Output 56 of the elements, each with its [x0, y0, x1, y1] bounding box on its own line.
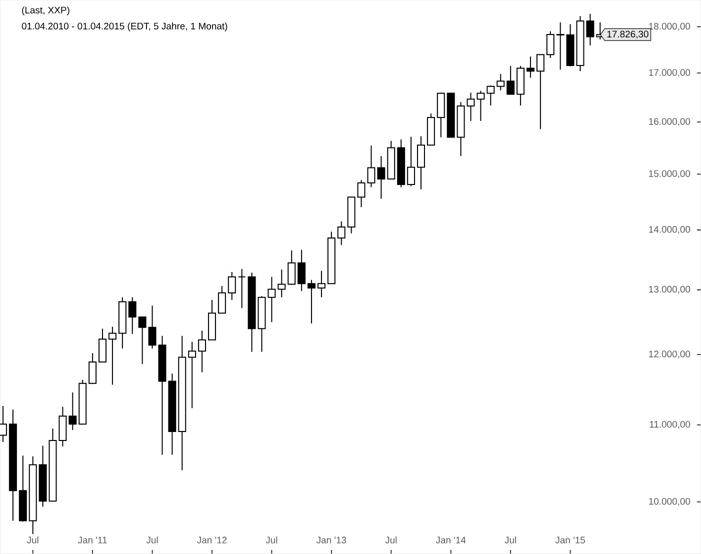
y-tick-label: 15.000,00 [649, 170, 690, 178]
candlestick [228, 271, 236, 300]
y-tick-label: 18.000,00 [649, 22, 690, 31]
x-tick-label: Jul [504, 536, 516, 544]
annotation: 17.826,30 [607, 30, 648, 39]
candlestick [278, 269, 286, 298]
y-tick-label: 12.000,00 [649, 350, 690, 358]
candlestick [407, 136, 416, 187]
x-tick-label: Jan '12 [197, 536, 227, 544]
candlestick [128, 296, 136, 334]
x-tick-label: Jan '14 [436, 536, 466, 544]
candlestick [367, 145, 376, 188]
candlestick [417, 136, 425, 190]
candlestick [357, 180, 366, 208]
candlestick [377, 156, 386, 200]
candlestick [308, 279, 316, 324]
text: 01.04.2010 - 01.04.2015 (EDT, 5 Jahre, 1 Monat) [22, 22, 228, 32]
candlestick [98, 328, 106, 362]
y-tick-label: 13.000,00 [649, 286, 690, 294]
candlestick [337, 220, 346, 246]
candlestick [108, 326, 116, 386]
y-tick-label: 10.000,00 [649, 498, 690, 506]
y-tick-label: 14.000,00 [649, 226, 690, 234]
candlestick [218, 286, 226, 314]
x-tick-label: Jan '13 [316, 536, 346, 544]
candlestick [198, 330, 206, 373]
y-tick-label: 17.000,00 [649, 69, 690, 77]
candlestick [138, 316, 146, 365]
x-tick-label: Jul [385, 536, 397, 544]
candlestick [0, 405, 7, 442]
candlestick [536, 54, 544, 130]
text: (Last, XXP) [22, 6, 70, 16]
candlestick [486, 84, 495, 106]
candlestick [526, 56, 534, 78]
candlestick [288, 250, 296, 286]
candlestick [546, 30, 554, 58]
candlestick [506, 65, 515, 95]
x-tick-label: Jul [146, 536, 158, 544]
candlestick [268, 276, 276, 323]
x-tick-label: Jul [266, 536, 278, 544]
candlestick [188, 341, 196, 409]
candlestick [466, 92, 475, 122]
candlestick [317, 270, 326, 298]
x-tick-label: Jan '15 [555, 536, 585, 544]
candlestick [586, 13, 594, 46]
candlestick [496, 74, 505, 91]
y-tick-label: 16.000,00 [649, 118, 690, 126]
candlestick [68, 392, 77, 431]
candlestick [476, 90, 485, 122]
candlestick [238, 268, 246, 309]
candlestick [556, 22, 564, 70]
candlestick [88, 352, 97, 385]
candlestick [298, 249, 306, 292]
x-tick-label: Jul [26, 536, 38, 544]
y-tick-label: 11.000,00 [650, 420, 690, 429]
x-tick-label: Jan '11 [78, 536, 107, 544]
